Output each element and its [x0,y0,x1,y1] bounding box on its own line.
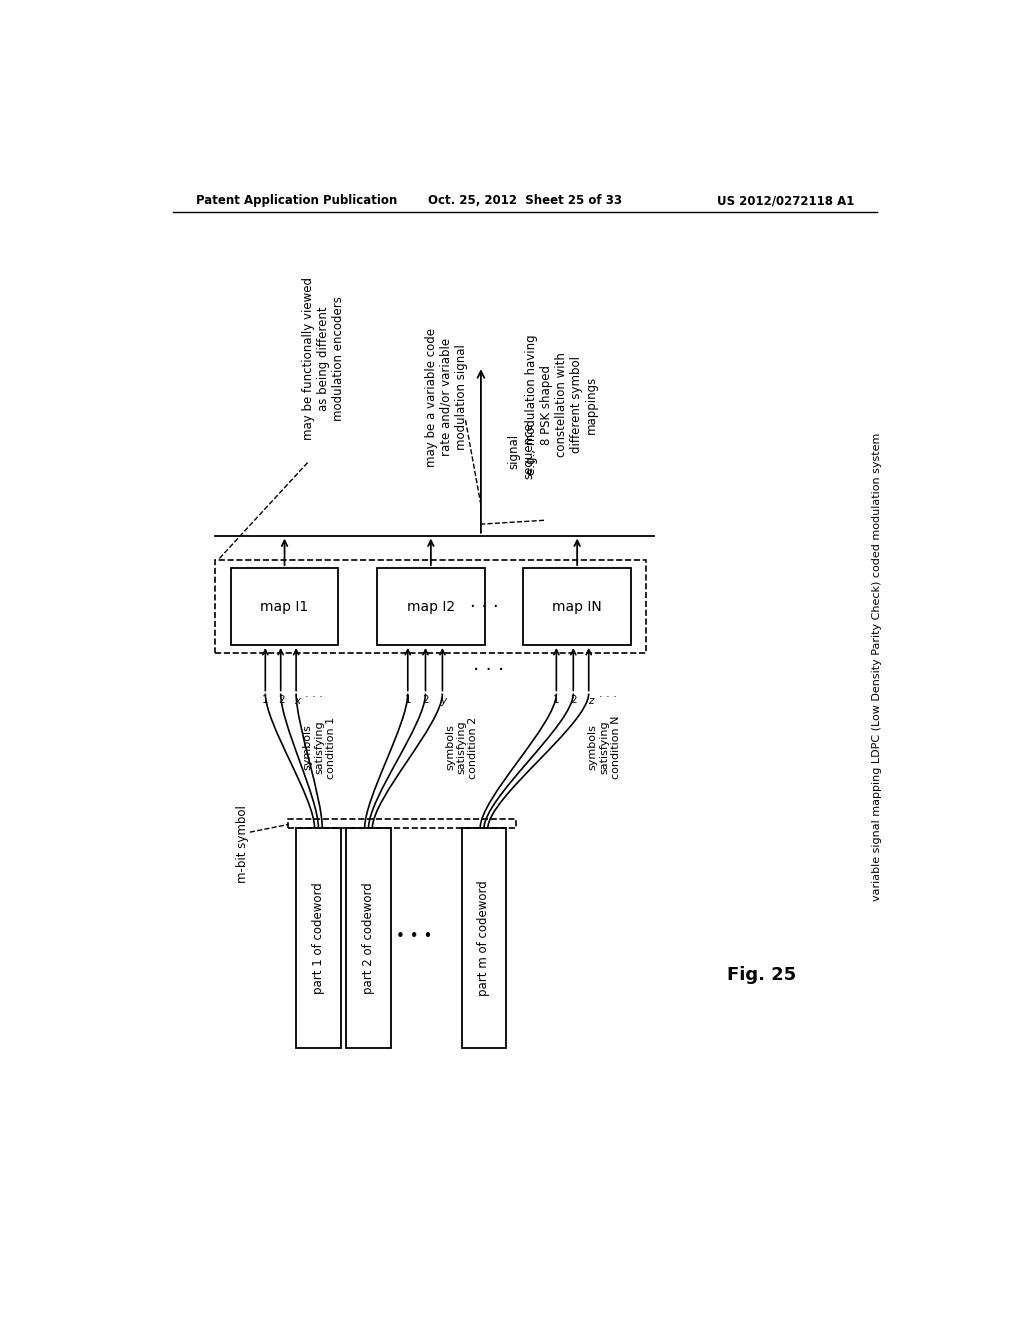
Bar [230,568,339,645]
Text: 2: 2 [570,694,577,705]
Bar [289,818,515,829]
Text: 1: 1 [553,694,560,705]
Text: · · ·: · · · [473,661,504,680]
Text: map I1: map I1 [260,599,308,614]
Text: Fig. 25: Fig. 25 [727,966,797,983]
Text: part 2 of codeword: part 2 of codeword [362,882,375,994]
Text: symbols
satisfying
condition 2: symbols satisfying condition 2 [445,717,478,779]
Text: US 2012/0272118 A1: US 2012/0272118 A1 [717,194,854,207]
Text: x: x [295,696,301,706]
Text: part 1 of codeword: part 1 of codeword [312,882,325,994]
Text: 2: 2 [422,694,429,705]
Text: • • •: • • • [395,928,432,944]
Text: Patent Application Publication: Patent Application Publication [196,194,397,207]
Text: may be functionally viewed
as being different
modulation encoders: may be functionally viewed as being diff… [301,277,344,440]
Bar [462,829,506,1048]
Bar [346,829,391,1048]
Text: · · ·: · · · [470,598,499,615]
Text: m-bit symbol: m-bit symbol [236,805,249,883]
Text: 2: 2 [279,694,285,705]
Text: · · ·: · · · [599,693,616,702]
Text: symbols
satisfying
condition 1: symbols satisfying condition 1 [303,717,336,779]
Text: y: y [440,696,446,706]
Text: 1: 1 [404,694,411,705]
Bar [377,568,484,645]
Bar [296,829,341,1048]
Text: signal
sequence: signal sequence [508,422,536,479]
Text: Oct. 25, 2012  Sheet 25 of 33: Oct. 25, 2012 Sheet 25 of 33 [428,194,622,207]
Text: z: z [588,696,594,706]
Text: · · ·: · · · [305,693,324,702]
Text: variable signal mapping LDPC (Low Density Parity Check) coded modulation system: variable signal mapping LDPC (Low Densit… [872,433,883,900]
Bar [523,568,631,645]
Text: part m of codeword: part m of codeword [477,880,490,995]
Text: map I2: map I2 [407,599,455,614]
Bar [215,560,646,653]
Text: e.g., modulation having
8 PSK shaped
constellation with
different symbol
mapping: e.g., modulation having 8 PSK shaped con… [525,334,598,475]
Text: map IN: map IN [552,599,602,614]
Text: symbols
satisfying
condition N: symbols satisfying condition N [588,715,621,779]
Text: may be a variable code
rate and/or variable
modulation signal: may be a variable code rate and/or varia… [425,327,468,466]
Text: 1: 1 [262,694,268,705]
